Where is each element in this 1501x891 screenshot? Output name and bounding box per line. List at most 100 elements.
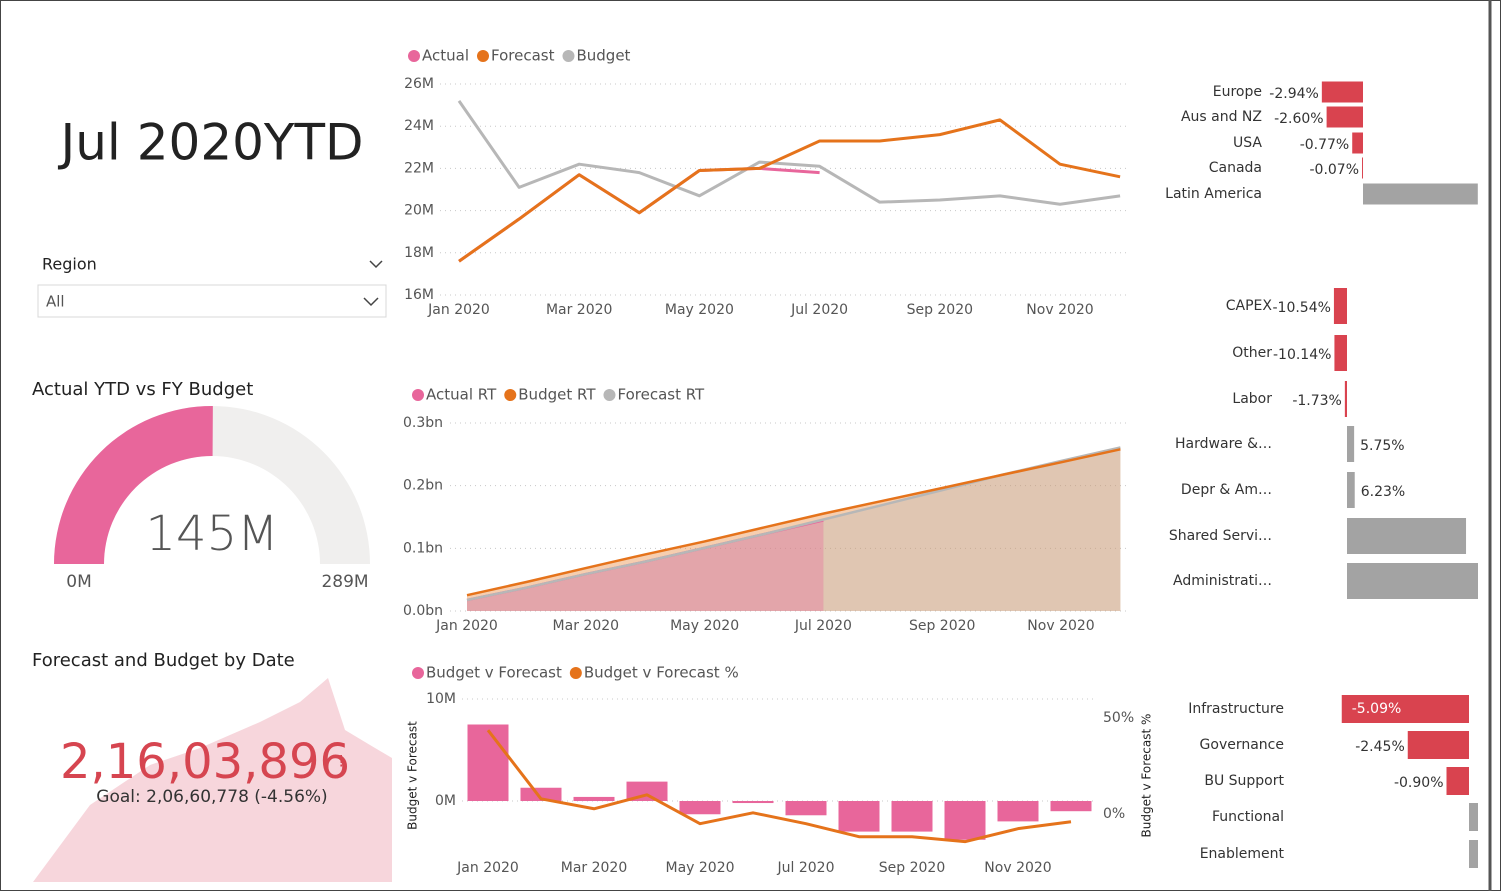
gauge-tick-label: 0M — [66, 572, 91, 592]
slicer-dropdown[interactable] — [37, 284, 387, 318]
x-tick-label: Sep 2020 — [879, 860, 945, 876]
line — [458, 118, 1121, 263]
area — [467, 447, 1121, 611]
legend-marker — [569, 667, 582, 679]
gauge-title: Actual YTD vs FY Budget — [32, 379, 253, 400]
y-tick-label: 0% — [1103, 806, 1125, 822]
value-label: -10.54% — [1272, 300, 1330, 316]
bar — [1446, 767, 1469, 795]
bar — [1407, 731, 1469, 759]
legend-marker — [562, 50, 575, 62]
legend-label: Forecast RT — [617, 386, 705, 404]
x-tick-label: Jan 2020 — [435, 618, 498, 634]
category-label: Enablement — [1200, 846, 1285, 862]
category-label: Europe — [1213, 84, 1262, 100]
bar — [1362, 157, 1363, 179]
category-label: Shared Servi… — [1169, 528, 1272, 544]
category-label: Infrastructure — [1188, 701, 1284, 717]
x-tick-label: Nov 2020 — [1026, 302, 1093, 318]
y-tick-label: 0M — [435, 793, 456, 809]
bar — [573, 796, 615, 801]
bar — [520, 787, 562, 801]
category-label: Administrati… — [1173, 573, 1272, 589]
line — [486, 729, 1072, 844]
bar — [891, 801, 933, 832]
legend-label: Actual RT — [426, 386, 497, 404]
legend-marker — [603, 389, 616, 401]
gauge-value — [54, 406, 213, 565]
bar — [467, 724, 509, 801]
value-label: -2.45% — [1355, 739, 1405, 755]
value-label: 5.75% — [1360, 438, 1404, 454]
bar — [944, 801, 986, 840]
x-tick-label: Jan 2020 — [456, 860, 519, 876]
bar — [1344, 381, 1347, 417]
kpi-alert[interactable]: ! — [338, 752, 344, 771]
bar — [1347, 518, 1467, 554]
x-tick-label: Sep 2020 — [907, 302, 973, 318]
y-tick-label: 0.0bn — [403, 603, 443, 619]
bar — [1341, 695, 1469, 723]
category-label: Canada — [1209, 160, 1262, 176]
x-tick-label: Mar 2020 — [546, 302, 613, 318]
y-tick-label: 18M — [404, 245, 434, 261]
category-label: Hardware &… — [1175, 436, 1272, 452]
x-tick-label: Jul 2020 — [794, 618, 852, 634]
gauge-tick-label: 289M — [321, 572, 368, 592]
value-label: -1.73% — [1292, 393, 1342, 409]
y-tick-label: 26M — [404, 76, 434, 92]
slicer-value: All — [46, 293, 65, 311]
kpi-goal: Goal: 2,06,60,778 (-4.56%) — [96, 787, 327, 807]
bar — [1333, 288, 1347, 324]
bar — [1326, 106, 1363, 128]
bar — [1469, 840, 1478, 868]
page-title: Jul 2020YTD — [57, 114, 363, 172]
category-label: Governance — [1200, 737, 1284, 753]
x-tick-label: Sep 2020 — [909, 618, 975, 634]
x-tick-label: Mar 2020 — [553, 618, 620, 634]
y-axis-title: Budget v Forecast — [406, 721, 420, 830]
y-tick-label: 0.1bn — [403, 540, 443, 556]
value-label: -10.14% — [1273, 347, 1331, 363]
gauge-value-label: 145M — [145, 506, 278, 562]
legend-label: Budget — [576, 47, 630, 65]
x-tick-label: Nov 2020 — [1027, 618, 1094, 634]
bar — [1352, 132, 1363, 154]
bar — [1469, 803, 1478, 831]
category-label: Latin America — [1165, 186, 1262, 202]
category-label: USA — [1233, 135, 1262, 151]
y-tick-label: 24M — [404, 118, 434, 134]
legend-label: Budget v Forecast — [426, 664, 562, 682]
dropdown-chevron — [363, 297, 379, 307]
bar — [1347, 472, 1355, 508]
slicer-collapse[interactable] — [369, 260, 383, 269]
legend-marker — [504, 389, 517, 401]
value-label: 6.23% — [1361, 484, 1405, 500]
area — [467, 520, 824, 611]
x-tick-label: Nov 2020 — [984, 860, 1051, 876]
x-tick-label: Jul 2020 — [790, 302, 848, 318]
bar-group — [1321, 81, 1478, 205]
y-tick-label: 0.2bn — [403, 478, 443, 494]
category-label: BU Support — [1204, 773, 1284, 789]
kpi-title: Forecast and Budget by Date — [32, 650, 295, 671]
legend-label: Actual — [422, 47, 469, 65]
x-tick-label: Jan 2020 — [427, 302, 490, 318]
x-tick-label: May 2020 — [665, 302, 734, 318]
line — [457, 100, 1121, 206]
y2-axis-title: Budget v Forecast % — [1140, 714, 1154, 838]
value-label: -0.90% — [1394, 775, 1444, 791]
kpi-value: 2,16,03,896 — [60, 734, 350, 790]
y-tick-label: 16M — [404, 287, 434, 303]
legend-marker — [412, 667, 424, 679]
legend-label: Budget RT — [518, 386, 596, 404]
bar — [679, 801, 721, 815]
x-tick-label: Jul 2020 — [777, 860, 835, 876]
category-label: CAPEX — [1226, 298, 1273, 314]
legend-label: Forecast — [491, 47, 555, 65]
bar — [1363, 183, 1478, 205]
bar — [1321, 81, 1363, 103]
bar — [997, 801, 1039, 822]
category-label: Depr & Am… — [1181, 482, 1272, 498]
